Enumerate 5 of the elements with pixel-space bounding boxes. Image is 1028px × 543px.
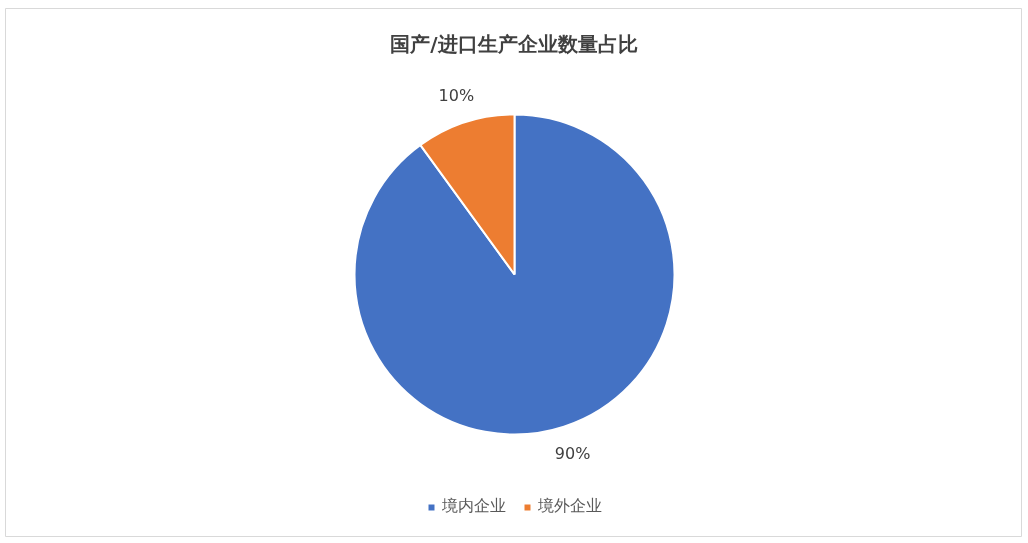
legend-label: 境内企业 xyxy=(441,496,506,517)
legend-label: 境外企业 xyxy=(537,496,602,517)
data-label: 10% xyxy=(438,86,475,106)
chart-title: 国产/进口生产企业数量占比 xyxy=(390,31,638,56)
data-label: 90% xyxy=(554,443,591,463)
